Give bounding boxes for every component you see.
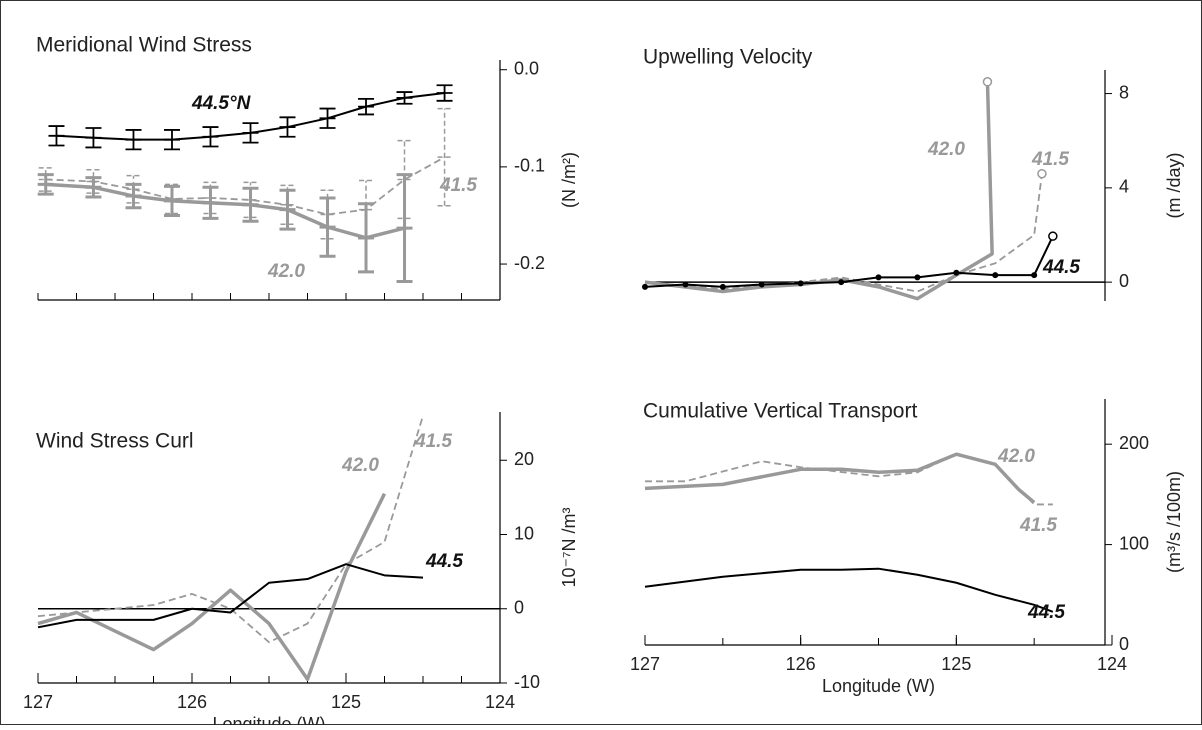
- series-label: 41.5: [1019, 515, 1057, 536]
- series-line: [644, 173, 1043, 293]
- x-tick-label: 125: [331, 692, 361, 712]
- series-label: 44.5: [1027, 602, 1065, 623]
- x-tick-label: 126: [177, 692, 207, 712]
- series-label: 41.5: [1031, 149, 1069, 170]
- point: [914, 274, 921, 281]
- point: [953, 269, 960, 276]
- error-bar-part: [38, 167, 53, 192]
- error-bar: [126, 174, 141, 204]
- y-tick-label: 0: [1119, 634, 1129, 654]
- point: [642, 283, 648, 290]
- panel-title: Upwelling Velocity: [643, 46, 813, 69]
- point: [875, 274, 882, 281]
- x-tick-label: 126: [786, 654, 816, 674]
- error-bar-part: [396, 173, 413, 284]
- y-axis-label: (N /m²): [559, 152, 579, 208]
- series-label: 42.0: [997, 446, 1035, 467]
- series-line: [37, 415, 424, 644]
- series-line: [644, 81, 994, 301]
- x-tick-label: 127: [630, 654, 660, 674]
- series-line: [45, 182, 405, 240]
- point: [682, 281, 689, 288]
- x-axis-label: Longitude (W): [212, 714, 325, 725]
- series-label: 41.5: [414, 431, 452, 452]
- point: [1031, 272, 1038, 279]
- error-bar-part: [203, 181, 218, 215]
- y-tick-label: 20: [514, 449, 534, 469]
- series-label: 42.0: [267, 261, 305, 282]
- series-label: 42.0: [927, 139, 965, 160]
- y-tick-label: 0: [1119, 271, 1129, 291]
- error-bar: [396, 173, 413, 284]
- y-tick-label: -0.2: [514, 253, 545, 273]
- x-axis-label: Longitude (W): [822, 676, 935, 696]
- panel-title: Meridional Wind Stress: [36, 34, 252, 57]
- end-point: [982, 77, 993, 87]
- series-line: [56, 92, 445, 141]
- error-bar-part: [126, 174, 141, 204]
- y-tick-label: 0.0: [514, 58, 539, 78]
- error-bar: [359, 179, 374, 240]
- x-tick-label: 125: [941, 654, 971, 674]
- series-label: 44.5: [1042, 257, 1080, 278]
- point: [992, 272, 999, 279]
- y-tick-label: 100: [1119, 533, 1149, 553]
- point: [758, 281, 765, 288]
- point: [719, 283, 726, 290]
- y-tick-label: 0: [514, 598, 524, 618]
- y-tick-label: 10: [514, 523, 534, 543]
- x-tick-label: 127: [23, 692, 53, 712]
- end-point: [1037, 168, 1047, 179]
- error-bar: [320, 189, 335, 240]
- y-axis-label: (m /day): [1164, 152, 1184, 218]
- y-tick-label: 8: [1119, 82, 1129, 102]
- error-bar-part: [164, 183, 179, 215]
- series-label: 41.5: [439, 175, 477, 196]
- error-bar: [203, 181, 218, 215]
- y-tick-label: 4: [1119, 177, 1129, 197]
- error-bar-part: [359, 179, 374, 240]
- error-bar: [164, 183, 179, 215]
- series-label: 44.5: [425, 551, 463, 572]
- x-tick-label: 124: [485, 692, 515, 712]
- y-tick-label: -0.1: [514, 156, 545, 176]
- series-line: [645, 453, 1053, 506]
- error-bar-part: [320, 189, 335, 240]
- point: [838, 279, 845, 286]
- series-label: 44.5°N: [191, 93, 252, 114]
- series-label: 42.0: [341, 455, 379, 476]
- y-axis-label: 10⁻⁷N /m³: [559, 507, 579, 587]
- series-line: [37, 492, 387, 682]
- panel-title: Wind Stress Curl: [36, 430, 194, 453]
- y-axis-label: (m³/s /100m): [1164, 471, 1184, 573]
- series-line: [37, 563, 424, 629]
- panel-title: Cumulative Vertical Transport: [643, 400, 917, 423]
- point: [797, 280, 804, 287]
- series-line: [644, 235, 1054, 288]
- y-tick-label: -10: [514, 672, 540, 692]
- series-line: [644, 567, 1054, 613]
- x-tick-label: 124: [1097, 654, 1127, 674]
- error-bar-part: [243, 181, 258, 219]
- end-point: [1048, 231, 1058, 241]
- error-bar: [38, 167, 53, 192]
- error-bar: [243, 181, 258, 219]
- y-tick-label: 200: [1119, 433, 1149, 453]
